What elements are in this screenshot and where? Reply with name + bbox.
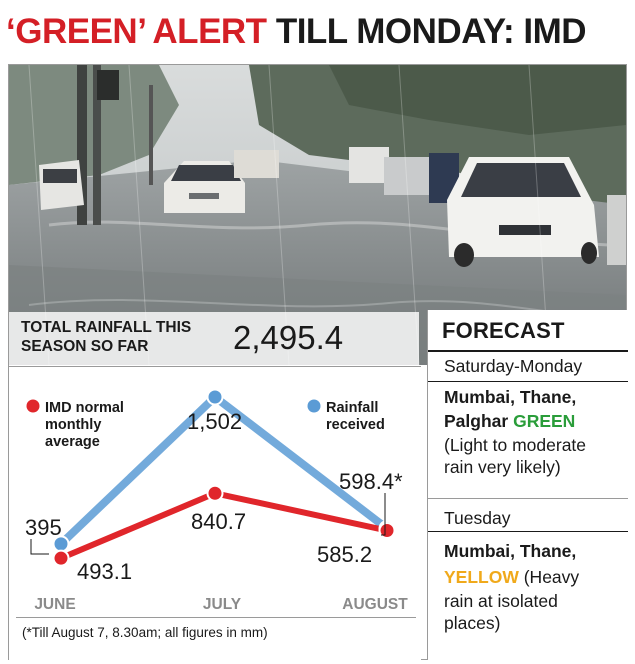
x-tick-june: JUNE <box>34 596 75 613</box>
label-received-june: 493.1 <box>77 559 132 584</box>
headline: ‘GREEN’ ALERT TILL MONDAY: IMD <box>6 2 629 62</box>
rainfall-chart: 395 840.7 585.2 493.1 1,502 598.4* JUNE JULY AUG… <box>9 366 421 660</box>
forecast-p1-note: (Light to moderate rain very likely) <box>444 435 587 477</box>
legend-label-rainfall-received-0: Rainfall <box>326 400 378 416</box>
leader-line-august <box>381 493 386 536</box>
label-received-july: 1,502 <box>187 409 242 434</box>
legend-label-imd-normal-1: monthly <box>45 417 101 433</box>
forecast-panel: FORECAST Saturday-Monday Mumbai, Thane, … <box>427 310 628 660</box>
total-rainfall-label: TOTAL RAINFALL THIS SEASON SO FAR <box>21 319 192 355</box>
legend-marker-rainfall-received <box>307 399 321 413</box>
forecast-title: FORECAST <box>442 318 565 343</box>
label-received-august: 598.4* <box>339 469 403 494</box>
forecast-title-rule <box>428 350 628 352</box>
leader-line-june <box>30 539 49 555</box>
rainfall-received-point-july <box>206 388 224 406</box>
forecast-p1-places: Mumbai, Thane, <box>444 387 577 407</box>
imd-normal-point-august <box>378 521 396 539</box>
forecast-period-2-rule <box>428 531 628 532</box>
forecast-p2-line2: YELLOW (Heavy <box>444 566 579 588</box>
forecast-period-1-rule <box>428 381 628 382</box>
headline-alert: ‘GREEN’ ALERT <box>6 12 267 51</box>
rainfall-chart-svg: 395 840.7 585.2 493.1 1,502 598.4* JUNE JULY AUG… <box>25 388 408 613</box>
label-imd-july: 840.7 <box>191 509 246 534</box>
x-tick-august: AUGUST <box>342 596 408 613</box>
legend-label-imd-normal-0: IMD normal <box>45 400 124 416</box>
forecast-p2-note-a: (Heavy <box>523 567 580 587</box>
legend-marker-imd-normal <box>26 399 40 413</box>
forecast-period-1: Saturday-Monday <box>444 356 583 376</box>
label-imd-august: 585.2 <box>317 542 372 567</box>
forecast-p2-status: YELLOW <box>444 567 519 587</box>
legend-label-imd-normal-2: average <box>45 434 100 450</box>
label-imd-june: 395 <box>25 515 62 540</box>
total-rainfall-box: TOTAL RAINFALL THIS SEASON SO FAR 2,495.… <box>9 312 419 366</box>
chart-separator <box>16 617 416 618</box>
chart-footnote: (*Till August 7, 8.30am; all figures in … <box>22 625 268 640</box>
forecast-period-2: Tuesday <box>444 508 511 528</box>
x-tick-july: JULY <box>203 596 242 613</box>
legend-label-rainfall-received-1: received <box>326 417 385 433</box>
forecast-p1-status: GREEN <box>513 411 576 431</box>
imd-normal-point-june <box>52 549 70 567</box>
forecast-p2-places: Mumbai, Thane, <box>444 541 577 561</box>
forecast-p1-places2: Palghar <box>444 411 509 431</box>
imd-normal-point-july <box>206 484 224 502</box>
forecast-p1-line2: Palghar GREEN <box>444 410 575 432</box>
forecast-divider <box>428 498 628 499</box>
forecast-p2-note-b: rain at isolated places) <box>444 591 558 633</box>
headline-rest: TILL MONDAY: IMD <box>275 12 587 51</box>
total-rainfall-value: 2,495.4 <box>233 319 344 356</box>
